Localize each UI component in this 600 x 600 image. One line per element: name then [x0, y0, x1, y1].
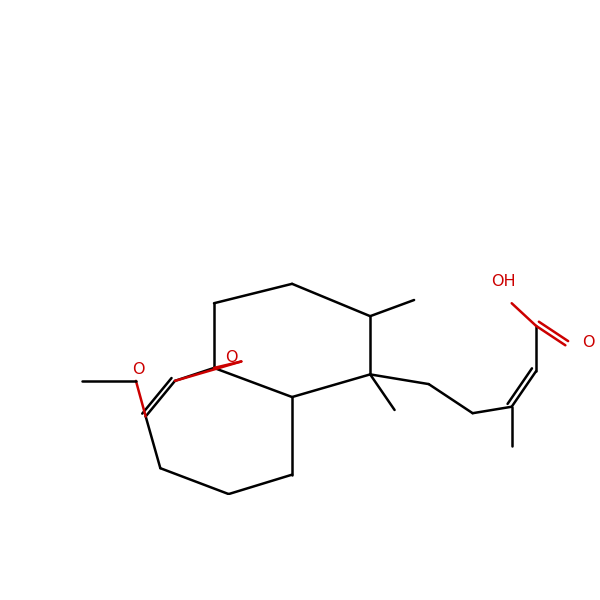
Text: O: O	[133, 362, 145, 377]
Text: O: O	[225, 350, 238, 365]
Text: OH: OH	[491, 274, 515, 289]
Text: O: O	[582, 335, 595, 350]
